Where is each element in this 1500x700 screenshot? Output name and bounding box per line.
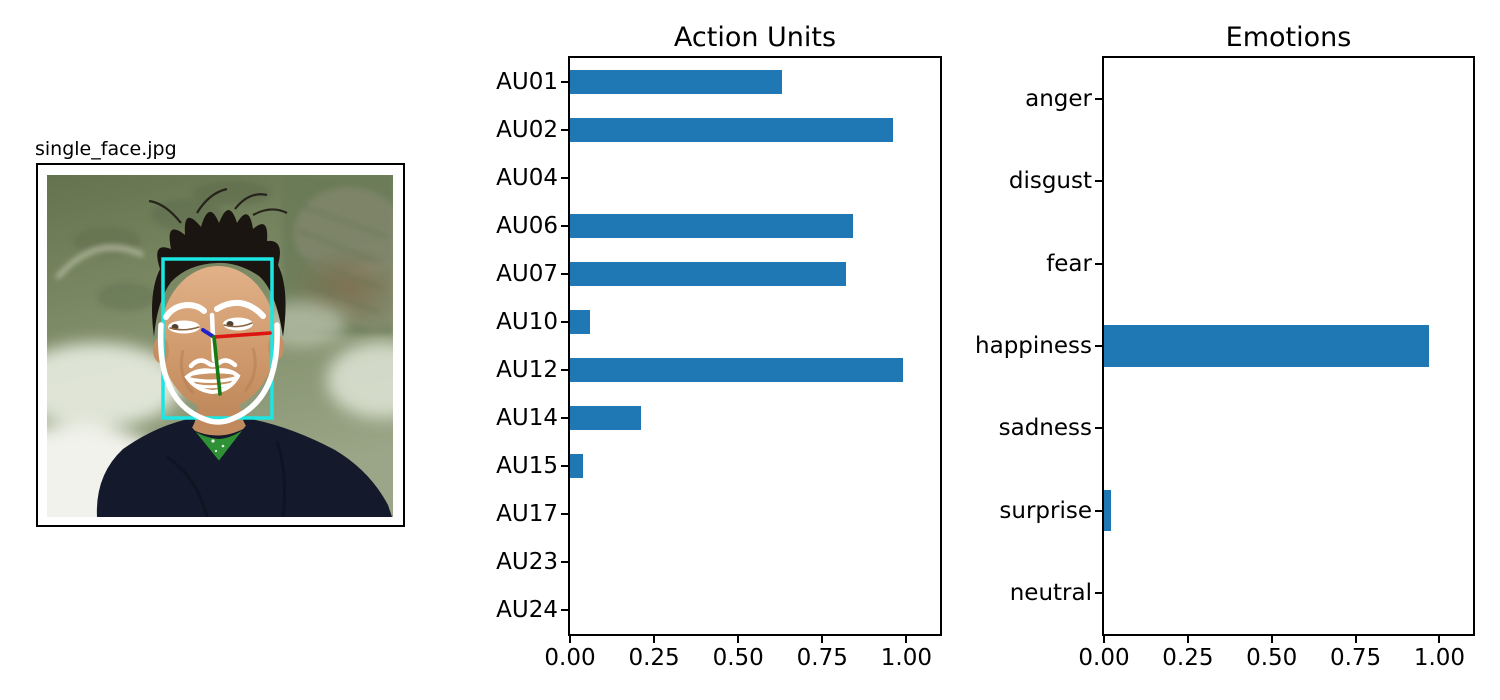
ytick-label-anger: anger (1025, 86, 1092, 113)
xtick-mark-0.50 (1270, 636, 1273, 643)
ytick-label-happiness: happiness (975, 333, 1092, 359)
bar-AU12 (570, 358, 903, 382)
ytick-mark-AU15 (561, 465, 568, 467)
ytick-label-AU07: AU07 (496, 261, 558, 287)
emotions-title: Emotions (1225, 22, 1352, 53)
ytick-mark-AU06 (561, 225, 568, 227)
ytick-label-disgust: disgust (1008, 168, 1092, 195)
ytick-mark-disgust (1095, 180, 1102, 183)
right-eyebrow-landmark (214, 299, 266, 319)
xtick-label-0.75: 0.75 (796, 645, 848, 671)
ytick-mark-surprise (1095, 509, 1102, 512)
ytick-label-AU14: AU14 (496, 405, 558, 431)
bar-AU06 (570, 214, 853, 238)
xtick-label-0.25: 0.25 (628, 645, 680, 671)
xtick-mark-0.25 (653, 636, 656, 643)
mouth-outline-landmark (184, 368, 241, 395)
jawline-landmark (157, 322, 280, 425)
xtick-mark-0.00 (569, 636, 571, 643)
left-eyebrow-landmark (163, 301, 207, 320)
ytick-label-AU24: AU24 (496, 597, 558, 623)
image-title: single_face.jpg (35, 138, 177, 160)
action-units-plot-area (568, 56, 942, 636)
ytick-mark-AU17 (561, 513, 568, 515)
ytick-label-fear: fear (1046, 250, 1092, 277)
bar-AU02 (570, 118, 893, 142)
pose-x-axis (212, 331, 272, 339)
ytick-mark-neutral (1095, 591, 1102, 594)
ytick-label-sadness: sadness (998, 415, 1092, 442)
xtick-label-0.75: 0.75 (1329, 645, 1382, 671)
ytick-mark-anger (1095, 98, 1102, 101)
xtick-mark-0.75 (821, 636, 824, 643)
ytick-label-AU23: AU23 (496, 549, 558, 575)
nose-base-landmark (188, 358, 238, 369)
collar-shirt (191, 427, 247, 462)
xtick-mark-1.00 (1438, 636, 1441, 643)
ytick-mark-AU12 (561, 369, 568, 371)
xtick-label-0.00: 0.00 (1078, 645, 1130, 671)
ytick-mark-AU07 (561, 273, 568, 275)
ytick-label-AU17: AU17 (496, 501, 558, 527)
xtick-label-0.25: 0.25 (1162, 645, 1214, 671)
ytick-label-AU15: AU15 (496, 453, 558, 479)
xtick-mark-0.00 (1103, 636, 1105, 643)
xtick-label-0.00: 0.00 (544, 645, 596, 671)
ytick-mark-happiness (1095, 345, 1102, 347)
xtick-mark-0.25 (1186, 636, 1189, 643)
action-units-title: Action Units (673, 22, 837, 53)
bar-surprise (1104, 490, 1111, 532)
xtick-label-0.50: 0.50 (712, 645, 764, 671)
ytick-mark-AU24 (561, 609, 568, 611)
bar-AU10 (570, 310, 591, 334)
bar-AU01 (570, 70, 782, 94)
ytick-mark-AU14 (561, 417, 568, 419)
ytick-label-AU06: AU06 (496, 213, 558, 239)
bar-happiness (1104, 325, 1430, 367)
head-pose-axes (201, 328, 272, 396)
right-eye-landmark (223, 317, 253, 331)
ytick-label-neutral: neutral (1009, 579, 1092, 606)
ytick-label-AU04: AU04 (496, 165, 558, 191)
xtick-label-0.50: 0.50 (1246, 645, 1298, 671)
ytick-label-AU02: AU02 (496, 117, 558, 143)
ytick-mark-AU04 (561, 177, 568, 179)
ytick-mark-sadness (1095, 427, 1102, 430)
hair (152, 210, 286, 337)
ytick-label-surprise: surprise (999, 497, 1092, 524)
facial-landmarks (157, 299, 280, 425)
xtick-mark-0.50 (737, 636, 740, 643)
ytick-mark-AU02 (561, 129, 568, 131)
shirt (96, 414, 392, 517)
photo (47, 175, 393, 517)
ytick-label-AU12: AU12 (496, 357, 558, 383)
pose-y-axis (212, 335, 222, 396)
ytick-label-AU01: AU01 (496, 69, 558, 95)
left-eye-landmark (168, 320, 200, 334)
xtick-mark-1.00 (905, 636, 908, 643)
ytick-mark-AU10 (561, 321, 568, 323)
pose-z-axis (201, 328, 216, 339)
ytick-label-AU10: AU10 (496, 309, 558, 335)
xtick-mark-0.75 (1354, 636, 1357, 643)
ytick-mark-AU01 (561, 81, 568, 83)
bar-AU15 (570, 454, 584, 478)
xtick-label-1.00: 1.00 (1413, 645, 1466, 671)
xtick-label-1.00: 1.00 (880, 645, 932, 671)
ytick-mark-fear (1095, 262, 1102, 265)
bar-AU14 (570, 406, 641, 430)
ytick-mark-AU23 (561, 561, 568, 563)
bar-AU07 (570, 262, 846, 286)
